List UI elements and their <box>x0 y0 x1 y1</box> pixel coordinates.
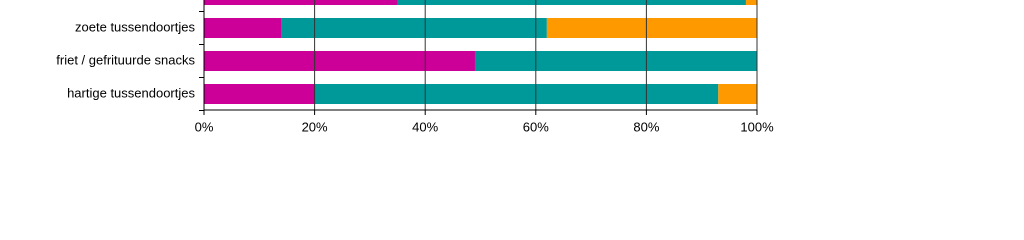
x-tick-label: 0% <box>195 119 214 134</box>
x-tick-label: 80% <box>633 119 659 134</box>
bar-segment <box>474 51 757 71</box>
y-tick-label: hartige tussendoortjes <box>67 85 195 100</box>
bar-segment <box>745 0 757 5</box>
x-tick-label: 60% <box>523 119 549 134</box>
bar-segment <box>204 0 398 5</box>
bar-segment <box>204 84 315 104</box>
bar-segment <box>397 0 746 5</box>
x-tick-label: 20% <box>302 119 328 134</box>
y-tick-label: friet / gefrituurde snacks <box>56 52 195 67</box>
bar-segment <box>314 84 719 104</box>
bar-segment <box>546 18 757 38</box>
chart: zoete tussendoortjes friet / gefrituurde … <box>56 0 774 134</box>
bar-segment <box>204 18 282 38</box>
bar-segment <box>718 84 757 104</box>
bar-segment <box>281 18 547 38</box>
bar-segment <box>204 51 475 71</box>
x-tick-label: 100% <box>740 119 774 134</box>
x-tick-label: 40% <box>412 119 438 134</box>
y-tick-label: zoete tussendoortjes <box>75 19 195 34</box>
